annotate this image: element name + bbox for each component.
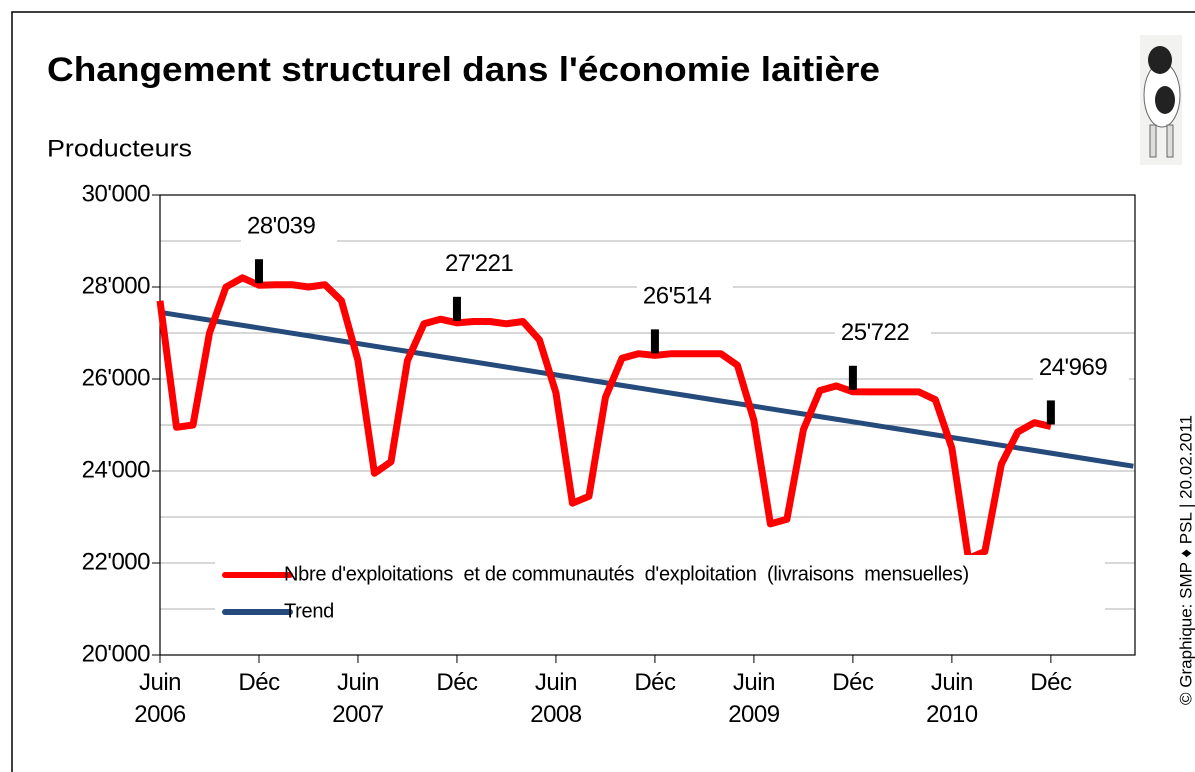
y-tick-label: 30'000: [82, 180, 150, 207]
data-label: 25'722: [841, 319, 909, 346]
y-tick-label: 22'000: [82, 548, 150, 575]
x-tick-label: Juin 2009: [714, 667, 794, 731]
series-line: [160, 312, 1133, 466]
x-tick-label: Juin 2010: [912, 667, 992, 731]
x-tick-label: Juin 2008: [516, 667, 596, 731]
credit: © Graphique: SMP ♦ PSL | 20.02.2011: [1176, 415, 1195, 705]
value-marker: [453, 297, 461, 321]
frame: [12, 12, 1195, 772]
x-tick-label: Déc: [219, 667, 299, 699]
value-marker: [255, 259, 263, 283]
y-tick-label: 28'000: [82, 272, 150, 299]
value-marker: [651, 329, 659, 353]
data-label: 24'969: [1039, 354, 1107, 381]
chart: Changement structurel dans l'économie la…: [0, 0, 1195, 772]
page: Changement structurel dans l'économie la…: [0, 0, 1195, 772]
value-marker: [849, 366, 857, 390]
y-tick-label: 24'000: [82, 456, 150, 483]
x-tick-label: Juin 2007: [318, 667, 398, 731]
x-tick-label: Juin 2006: [120, 667, 200, 731]
data-label: 27'221: [445, 250, 513, 277]
x-tick-label: Déc: [813, 667, 893, 699]
x-tick-label: Déc: [1011, 667, 1091, 699]
x-tick-label: Déc: [615, 667, 695, 699]
cow-icon: [1140, 35, 1182, 165]
data-label: 26'514: [643, 283, 711, 310]
y-tick-label: 20'000: [82, 640, 150, 667]
y-tick-label: 26'000: [82, 364, 150, 391]
legend-label: Trend: [284, 600, 334, 622]
x-tick-label: Déc: [417, 667, 497, 699]
y-axis-title: Producteurs: [47, 135, 192, 162]
data-label: 28'039: [247, 213, 315, 240]
value-marker: [1047, 400, 1055, 424]
chart-title: Changement structurel dans l'économie la…: [47, 51, 880, 89]
legend-label: Nbre d'exploitations et de communautés d…: [284, 563, 969, 585]
